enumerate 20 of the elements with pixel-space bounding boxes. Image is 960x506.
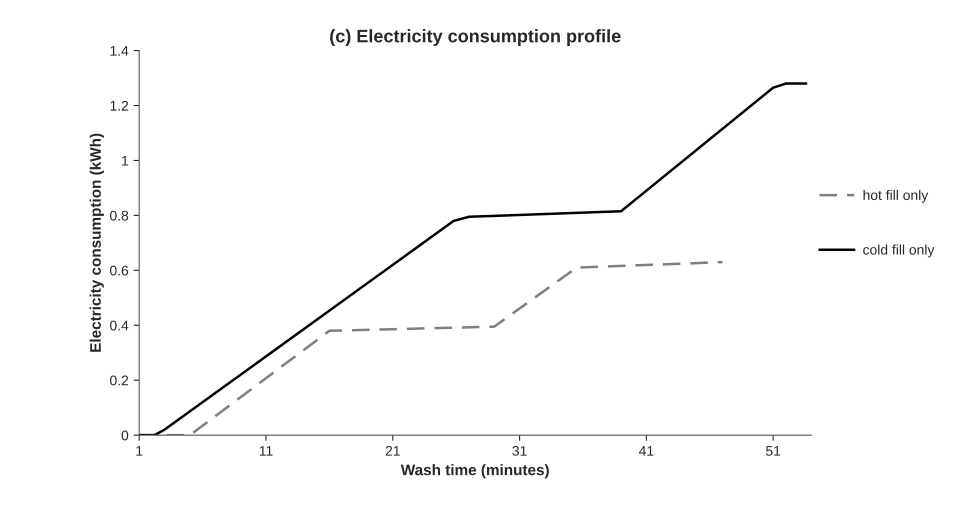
y-tick-label: 0.8 bbox=[110, 210, 128, 221]
y-tick-label: 0 bbox=[122, 430, 128, 440]
legend-label: cold fill only bbox=[863, 244, 934, 258]
y-tick-label: 0.6 bbox=[110, 266, 128, 276]
x-tick-label: 41 bbox=[638, 446, 654, 456]
y-axis-title: Electricity consumption (kWh) bbox=[90, 134, 104, 352]
y-tick-label: 1.4 bbox=[110, 46, 128, 56]
line-series bbox=[139, 82, 808, 436]
x-axis-title: Wash time (minutes) bbox=[400, 464, 549, 478]
x-tick-label: 1 bbox=[136, 446, 142, 456]
y-tick-label: 1 bbox=[122, 156, 128, 166]
y-tick-label: 0.4 bbox=[110, 320, 128, 330]
x-tick-label: 21 bbox=[386, 446, 400, 456]
legend-label: hot fill only bbox=[864, 190, 928, 203]
chart-title: (c) Electricity consumption profile bbox=[330, 29, 621, 46]
y-tick-label: 0.2 bbox=[110, 376, 128, 386]
x-tick-label: 11 bbox=[260, 446, 273, 456]
x-tick-label: 31 bbox=[512, 446, 527, 456]
x-tick-label: 51 bbox=[766, 446, 780, 456]
y-tick-label: 1.2 bbox=[110, 100, 128, 111]
